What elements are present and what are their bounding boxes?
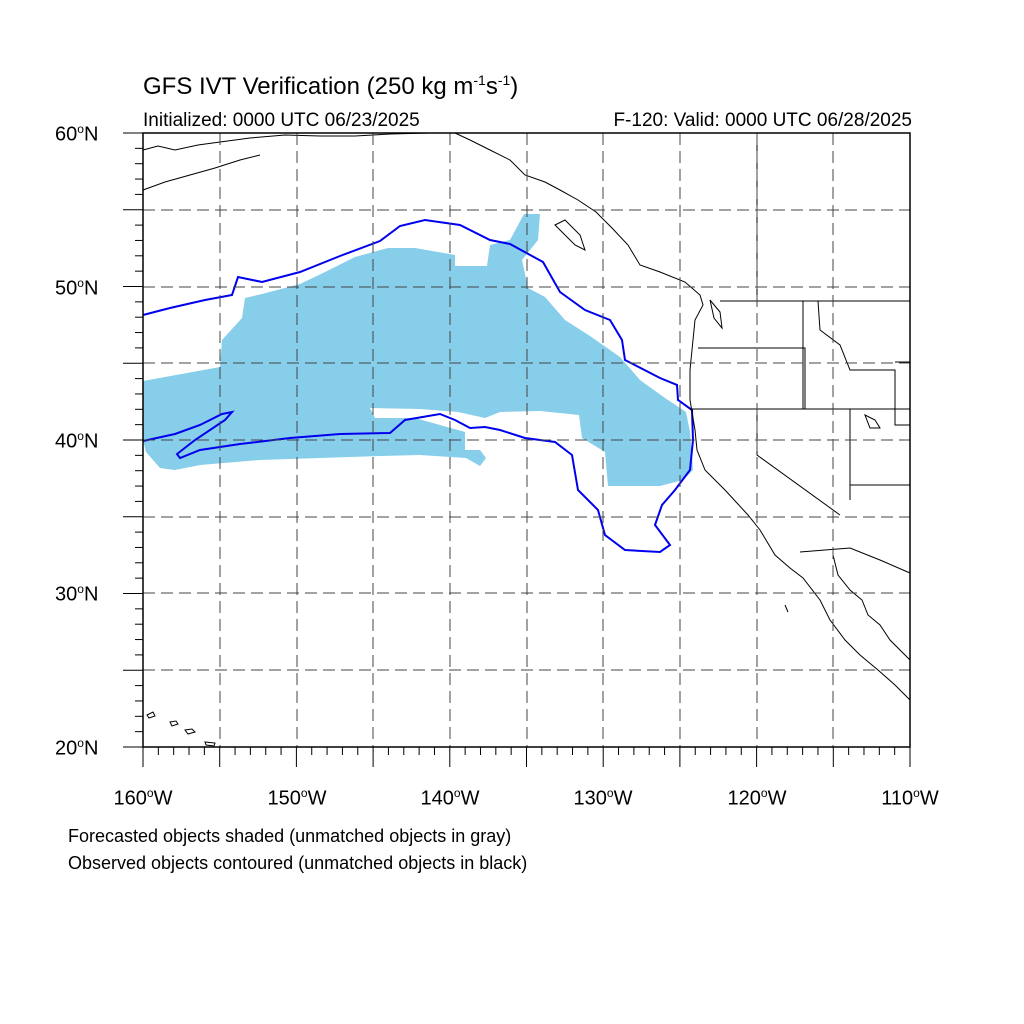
valid-time: F-120: Valid: 0000 UTC 06/28/2025 [613, 110, 912, 131]
legend-observed-note: Observed objects contoured (unmatched ob… [68, 853, 528, 873]
lon-label-130w: 130oW [573, 786, 633, 810]
map-title: GFS IVT Verification (250 kg m-1s-1) [143, 72, 519, 100]
lat-label-20: 20oN [55, 736, 99, 760]
islands [554, 219, 881, 613]
lat-label-50: 50oN [55, 276, 99, 300]
alaska-coast [142, 132, 431, 191]
lat-label-40: 40oN [55, 429, 99, 453]
lon-label-110w: 110oW [881, 786, 939, 810]
baja-coast [832, 554, 911, 661]
map-grid [143, 133, 910, 747]
lon-label-120w: 120oW [727, 786, 787, 810]
lon-label-150w: 150oW [267, 786, 327, 810]
coastline [454, 132, 911, 701]
state-borders [690, 300, 910, 516]
initialized-time: Initialized: 0000 UTC 06/23/2025 [143, 110, 420, 131]
lat-label-30: 30oN [55, 582, 99, 606]
lon-label-140w: 140oW [420, 786, 480, 810]
axis-ticks [123, 132, 911, 767]
lon-label-160w: 160oW [113, 786, 173, 810]
forecast-ivt-object [143, 214, 693, 486]
legend-forecast-note: Forecasted objects shaded (unmatched obj… [68, 826, 512, 846]
country-border [720, 133, 911, 574]
hawaii-islands [146, 711, 216, 747]
lat-label-60: 60oN [55, 122, 99, 146]
